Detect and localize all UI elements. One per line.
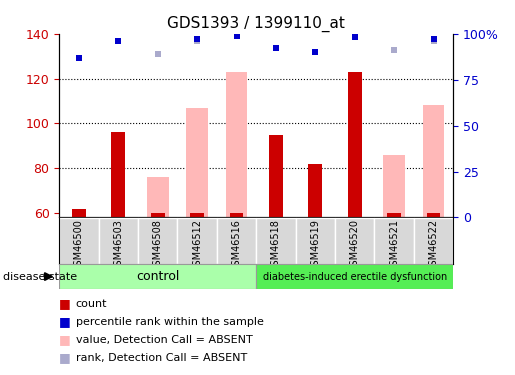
Text: rank, Detection Call = ABSENT: rank, Detection Call = ABSENT [76, 353, 247, 363]
Text: disease state: disease state [3, 272, 77, 282]
Bar [296, 217, 335, 264]
Bar [414, 217, 453, 264]
Bar [256, 264, 453, 289]
Text: count: count [76, 299, 107, 309]
Bar [177, 217, 217, 264]
Bar [308, 164, 322, 218]
Bar [186, 108, 208, 218]
Bar [147, 177, 168, 218]
Bar [226, 72, 247, 217]
Bar [138, 217, 177, 264]
Bar [426, 213, 440, 217]
Bar [387, 213, 401, 217]
Text: GSM46516: GSM46516 [232, 219, 242, 272]
Text: ■: ■ [59, 333, 71, 346]
Bar [423, 105, 444, 218]
Text: GSM46522: GSM46522 [428, 219, 438, 272]
Bar [348, 72, 362, 217]
Text: GSM46508: GSM46508 [153, 219, 163, 272]
Bar [230, 213, 244, 217]
Text: diabetes-induced erectile dysfunction: diabetes-induced erectile dysfunction [263, 272, 447, 282]
Bar [335, 217, 374, 264]
Text: GSM46520: GSM46520 [350, 219, 359, 272]
Bar [99, 217, 138, 264]
Text: ■: ■ [59, 297, 71, 310]
Title: GDS1393 / 1399110_at: GDS1393 / 1399110_at [167, 16, 345, 32]
Text: GSM46518: GSM46518 [271, 219, 281, 272]
Text: GSM46521: GSM46521 [389, 219, 399, 272]
Bar [374, 217, 414, 264]
Text: ■: ■ [59, 351, 71, 364]
Bar [59, 217, 99, 264]
Text: GSM46512: GSM46512 [192, 219, 202, 272]
Text: GSM46500: GSM46500 [74, 219, 84, 272]
Bar [190, 213, 204, 217]
Bar [151, 213, 165, 217]
Bar [256, 217, 296, 264]
Text: GSM46503: GSM46503 [113, 219, 123, 272]
Text: percentile rank within the sample: percentile rank within the sample [76, 317, 264, 327]
Bar [72, 209, 86, 218]
Bar [383, 155, 405, 218]
Text: GSM46519: GSM46519 [311, 219, 320, 272]
Text: ■: ■ [59, 315, 71, 328]
Bar [217, 217, 256, 264]
Bar [111, 132, 125, 218]
Bar [59, 264, 256, 289]
Bar [269, 135, 283, 218]
Text: control: control [136, 270, 179, 283]
Text: value, Detection Call = ABSENT: value, Detection Call = ABSENT [76, 335, 252, 345]
